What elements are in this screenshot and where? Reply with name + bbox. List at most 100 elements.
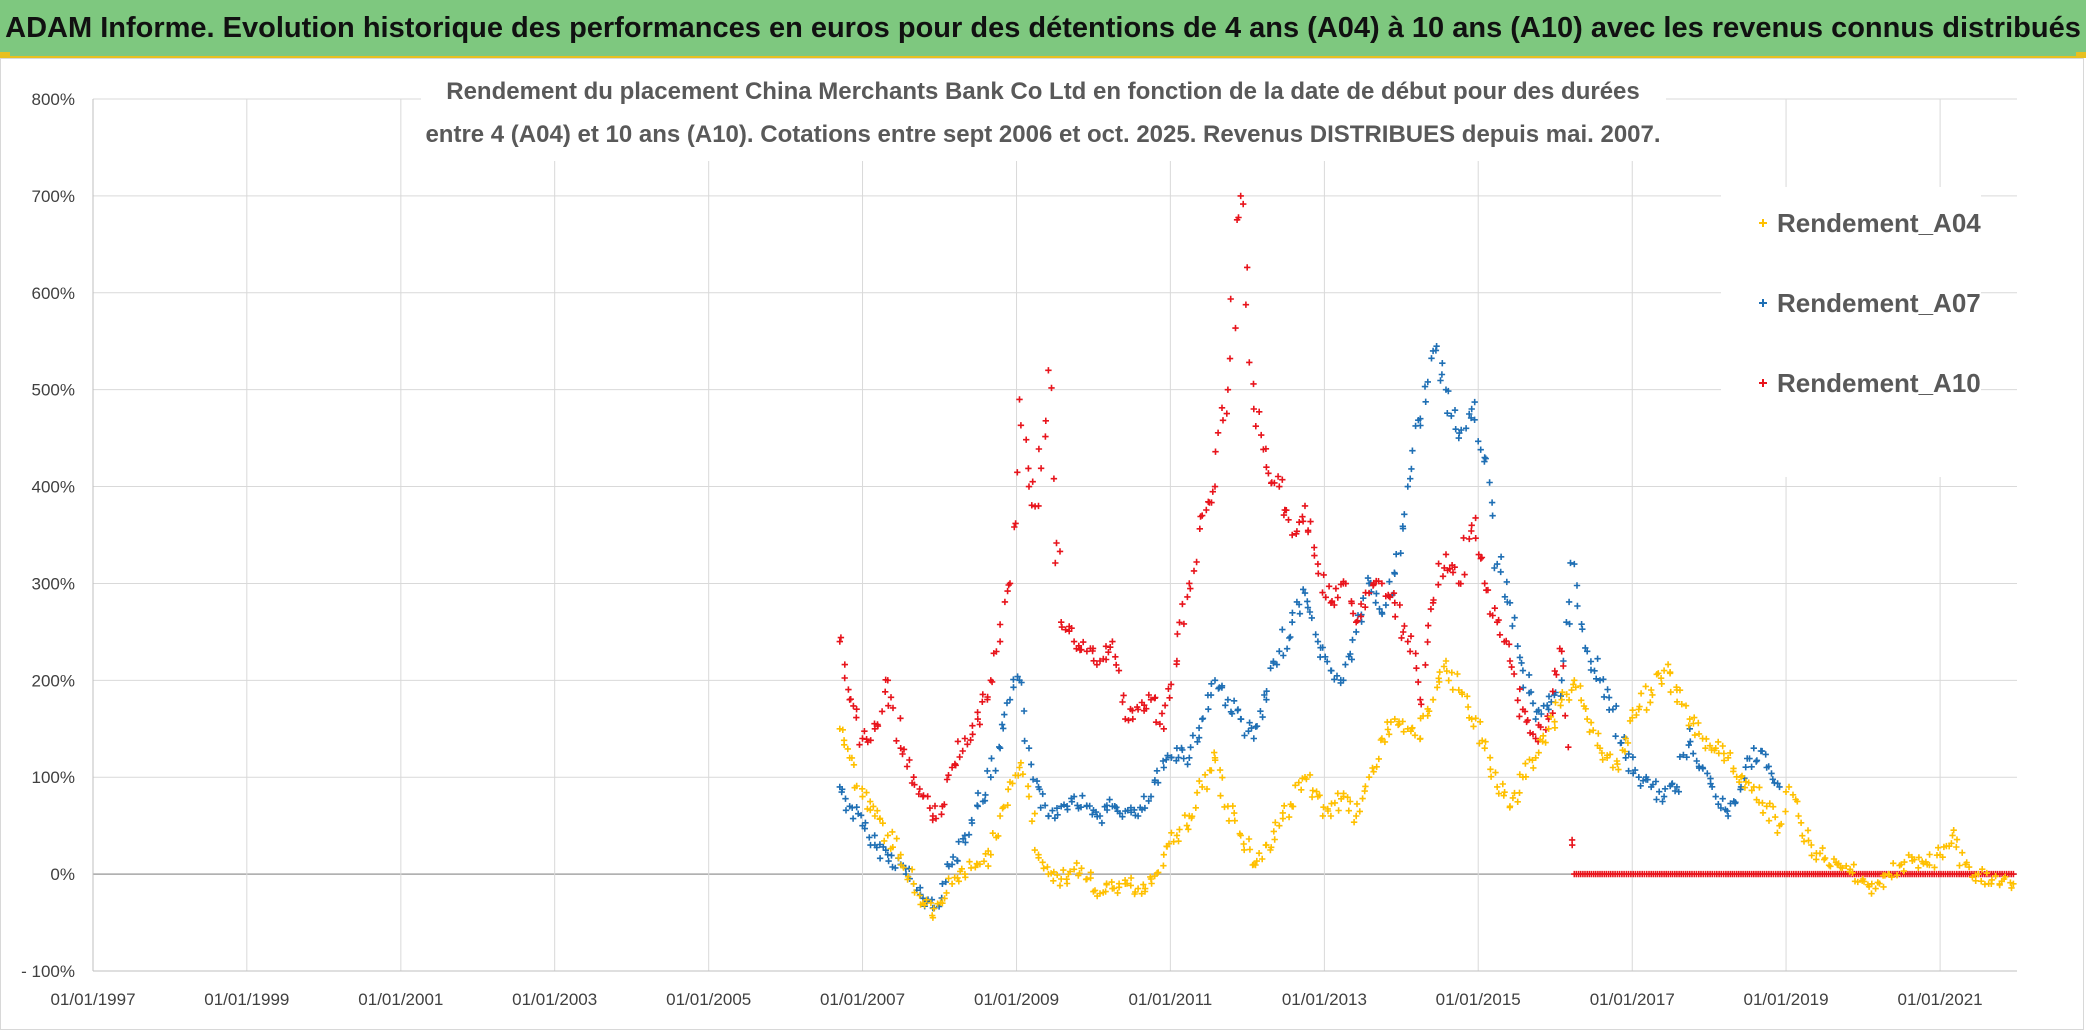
x-tick-label: 01/01/2021 [1898, 990, 1983, 1009]
interpolated-point [1119, 698, 1126, 706]
legend-marker [1759, 299, 1767, 307]
interpolated-point [1089, 647, 1096, 655]
interpolated-point [993, 648, 1000, 655]
interpolated-point [837, 634, 845, 641]
data-point [1391, 570, 1398, 577]
data-point [1558, 677, 1565, 684]
data-point [1673, 783, 1681, 791]
interpolated-point [849, 815, 857, 822]
interpolated-point [1246, 359, 1253, 366]
data-point [1353, 812, 1360, 820]
interpolated-point [1285, 516, 1292, 523]
interpolated-point [1040, 865, 1047, 872]
data-point [1224, 386, 1232, 393]
data-point [910, 774, 917, 781]
interpolated-point [1060, 866, 1067, 874]
interpolated-point [2002, 873, 2009, 880]
interpolated-point [1489, 612, 1496, 619]
interpolated-point [1010, 684, 1017, 691]
interpolated-point [1522, 760, 1529, 767]
y-tick-label: 800% [32, 90, 75, 109]
interpolated-point [1893, 872, 1901, 879]
interpolated-point [1687, 738, 1694, 745]
interpolated-point [1158, 710, 1166, 717]
interpolated-point [1397, 550, 1404, 557]
interpolated-point [1123, 880, 1131, 887]
interpolated-point [1704, 770, 1711, 777]
interpolated-point [897, 715, 904, 722]
x-tick-label: 01/01/2003 [512, 990, 597, 1009]
interpolated-point [2008, 884, 2015, 892]
data-point [1025, 745, 1033, 752]
data-point [961, 735, 969, 742]
interpolated-point [1582, 644, 1589, 652]
interpolated-point [1557, 692, 1564, 700]
interpolated-point [1500, 792, 1507, 799]
interpolated-point [931, 802, 939, 810]
interpolated-point [1143, 705, 1150, 712]
interpolated-point [1706, 742, 1714, 749]
interpolated-point [1470, 723, 1477, 730]
interpolated-point [1448, 412, 1455, 420]
interpolated-point [885, 857, 892, 865]
interpolated-point [1066, 868, 1074, 875]
interpolated-point [955, 838, 962, 845]
x-tick-label: 01/01/1999 [204, 990, 289, 1009]
interpolated-point [1019, 771, 1027, 778]
interpolated-point [1036, 786, 1043, 793]
interpolated-point [927, 899, 935, 907]
data-point [1481, 580, 1488, 587]
interpolated-point [1025, 465, 1032, 472]
interpolated-point [1252, 423, 1259, 430]
interpolated-point [839, 786, 846, 793]
interpolated-point [1258, 431, 1265, 439]
interpolated-point [1421, 383, 1429, 390]
interpolated-point [1843, 862, 1850, 870]
interpolated-point [1378, 610, 1386, 618]
axes: - 100% 0% 100% 200% 300% 400% 500% 600% 700% 800%… [21, 90, 2017, 1009]
interpolated-point [887, 694, 895, 701]
interpolated-point [1753, 758, 1760, 765]
interpolated-point [1311, 544, 1318, 551]
interpolated-point [928, 896, 936, 903]
interpolated-point [1542, 739, 1549, 746]
interpolated-point [1411, 732, 1419, 739]
interpolated-point [911, 781, 918, 788]
interpolated-point [1333, 672, 1341, 679]
interpolated-point [1577, 682, 1584, 690]
x-tick-label: 01/01/2017 [1590, 990, 1675, 1009]
interpolated-point [1876, 880, 1883, 887]
interpolated-point [1024, 783, 1032, 790]
interpolated-point [1849, 869, 1856, 876]
data-point [1025, 483, 1033, 490]
interpolated-point [1603, 754, 1611, 761]
interpolated-point [1375, 578, 1382, 585]
interpolated-point [1274, 473, 1282, 480]
data-point [1795, 812, 1802, 820]
interpolated-point [1642, 683, 1649, 690]
interpolated-point [920, 792, 927, 799]
interpolated-point [874, 807, 881, 814]
data-point [884, 832, 891, 839]
interpolated-point [1234, 707, 1241, 714]
interpolated-point [1682, 702, 1690, 709]
interpolated-point [1425, 708, 1433, 715]
interpolated-point [1643, 706, 1650, 714]
interpolated-point [1953, 836, 1961, 843]
data-point [1584, 648, 1591, 655]
interpolated-point [1850, 861, 1857, 868]
interpolated-point [1331, 601, 1338, 609]
interpolated-point [1537, 723, 1544, 731]
data-point [1016, 396, 1023, 403]
interpolated-point [1381, 738, 1389, 746]
data-point [1147, 696, 1155, 703]
interpolated-point [876, 815, 884, 822]
interpolated-point [1205, 706, 1212, 713]
interpolated-point [1487, 773, 1495, 780]
interpolated-point [955, 878, 962, 885]
data-point [1834, 861, 1841, 868]
interpolated-point [1582, 705, 1589, 712]
interpolated-point [1594, 655, 1601, 662]
interpolated-point [1342, 580, 1349, 587]
data-point [1506, 599, 1514, 606]
